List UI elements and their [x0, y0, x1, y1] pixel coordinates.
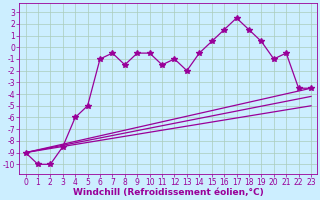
X-axis label: Windchill (Refroidissement éolien,°C): Windchill (Refroidissement éolien,°C) — [73, 188, 264, 197]
